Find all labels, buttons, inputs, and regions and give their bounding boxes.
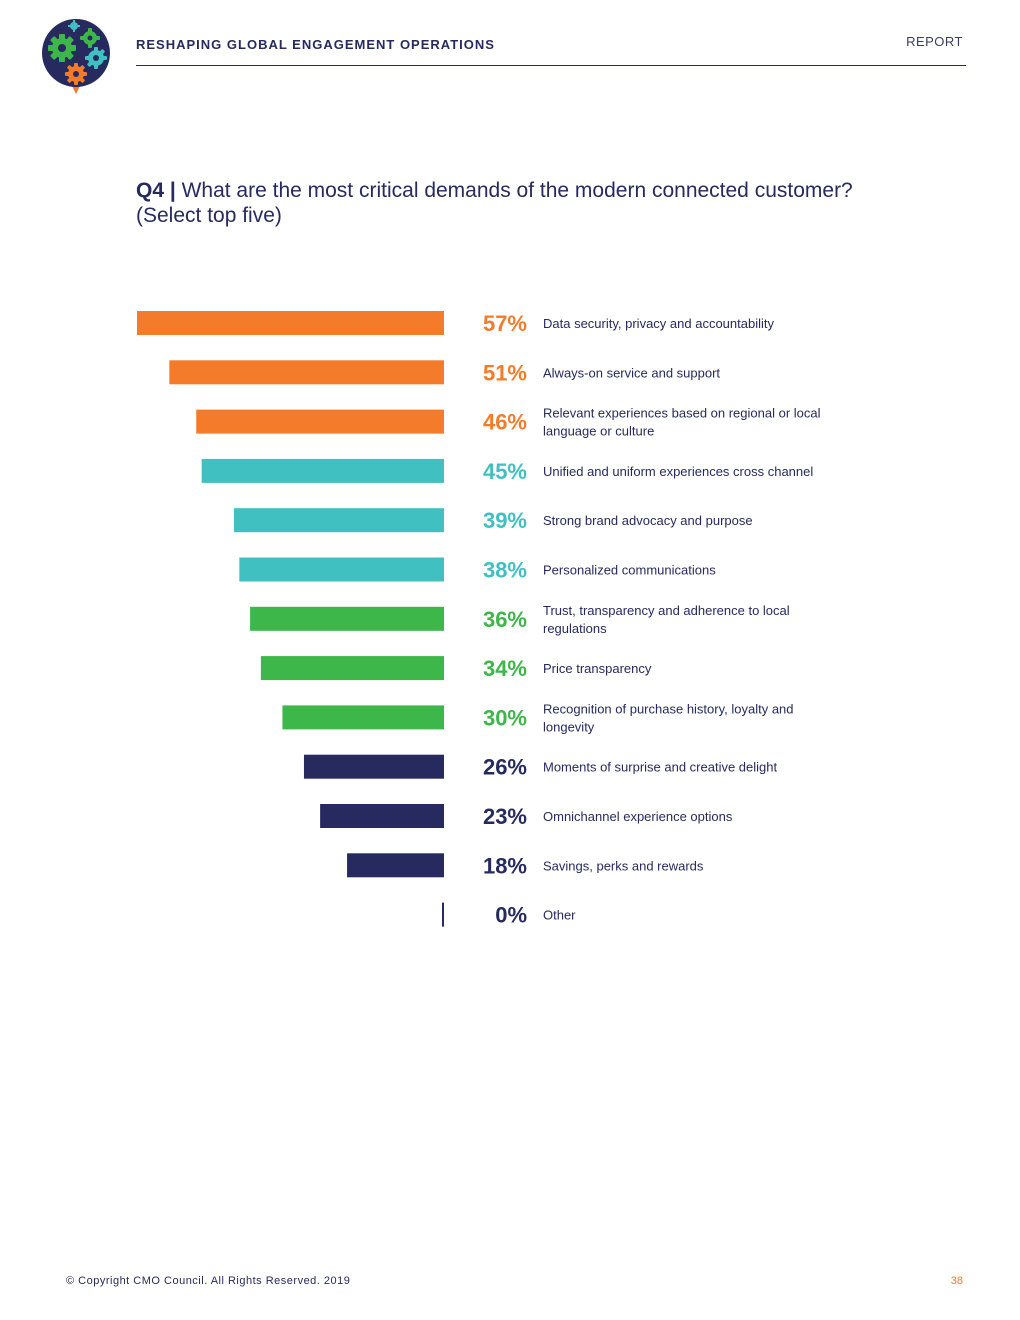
bar-10 xyxy=(303,754,444,779)
gears-logo-icon xyxy=(42,19,110,94)
value-label-11: 23% xyxy=(483,804,527,829)
category-label-11: Omnichannel experience options xyxy=(543,809,733,824)
bar-9 xyxy=(282,705,444,730)
header-report-label: REPORT xyxy=(906,34,963,49)
category-label-5: Strong brand advocacy and purpose xyxy=(543,513,753,528)
bar-13 xyxy=(442,902,444,927)
value-label-12: 18% xyxy=(483,853,527,878)
bar-12 xyxy=(347,853,444,878)
bar-2 xyxy=(169,360,444,385)
value-label-8: 34% xyxy=(483,656,527,681)
value-label-4: 45% xyxy=(483,459,527,484)
value-label-7: 36% xyxy=(483,607,527,632)
category-label-6: Personalized communications xyxy=(543,563,716,578)
footer-copyright: © Copyright CMO Council. All Rights Rese… xyxy=(66,1275,351,1287)
value-label-3: 46% xyxy=(483,410,527,435)
header-title: RESHAPING GLOBAL ENGAGEMENT OPERATIONS xyxy=(136,37,495,52)
bar-1 xyxy=(137,311,444,335)
value-label-10: 26% xyxy=(483,755,527,780)
bar-8 xyxy=(260,656,444,681)
bar-7 xyxy=(250,606,444,631)
value-label-9: 30% xyxy=(483,705,527,730)
value-label-13: 0% xyxy=(495,903,527,928)
value-label-1: 57% xyxy=(483,311,527,336)
question-heading: Q4 | What are the most critical demands … xyxy=(136,178,896,228)
bar-chart: 57% Data security, privacy and accountabi… xyxy=(137,311,821,928)
footer-page-number: 38 xyxy=(950,1275,963,1287)
category-label-4: Unified and uniform experiences cross ch… xyxy=(543,464,813,479)
category-label-8: Price transparency xyxy=(543,661,652,676)
bar-3 xyxy=(196,409,444,434)
category-label-2: Always-on service and support xyxy=(543,365,720,380)
category-label-1: Data security, privacy and accountabilit… xyxy=(543,316,774,331)
category-label-9: Recognition of purchase history, loyalty… xyxy=(543,701,794,734)
question-text: What are the most critical demands of th… xyxy=(136,179,853,227)
category-label-13: Other xyxy=(543,908,576,923)
question-number: Q4 | xyxy=(136,179,176,202)
category-label-10: Moments of surprise and creative delight xyxy=(543,760,778,775)
header-divider xyxy=(136,65,966,66)
value-label-2: 51% xyxy=(483,360,527,385)
bar-11 xyxy=(320,804,444,828)
category-label-3: Relevant experiences based on regional o… xyxy=(543,406,821,439)
value-label-5: 39% xyxy=(483,508,527,533)
bar-4 xyxy=(201,458,444,483)
category-label-12: Savings, perks and rewards xyxy=(543,858,704,873)
category-label-7: Trust, transparency and adherence to loc… xyxy=(543,603,790,636)
value-label-6: 38% xyxy=(483,558,527,583)
bar-6 xyxy=(239,557,444,582)
bar-5 xyxy=(233,508,444,533)
